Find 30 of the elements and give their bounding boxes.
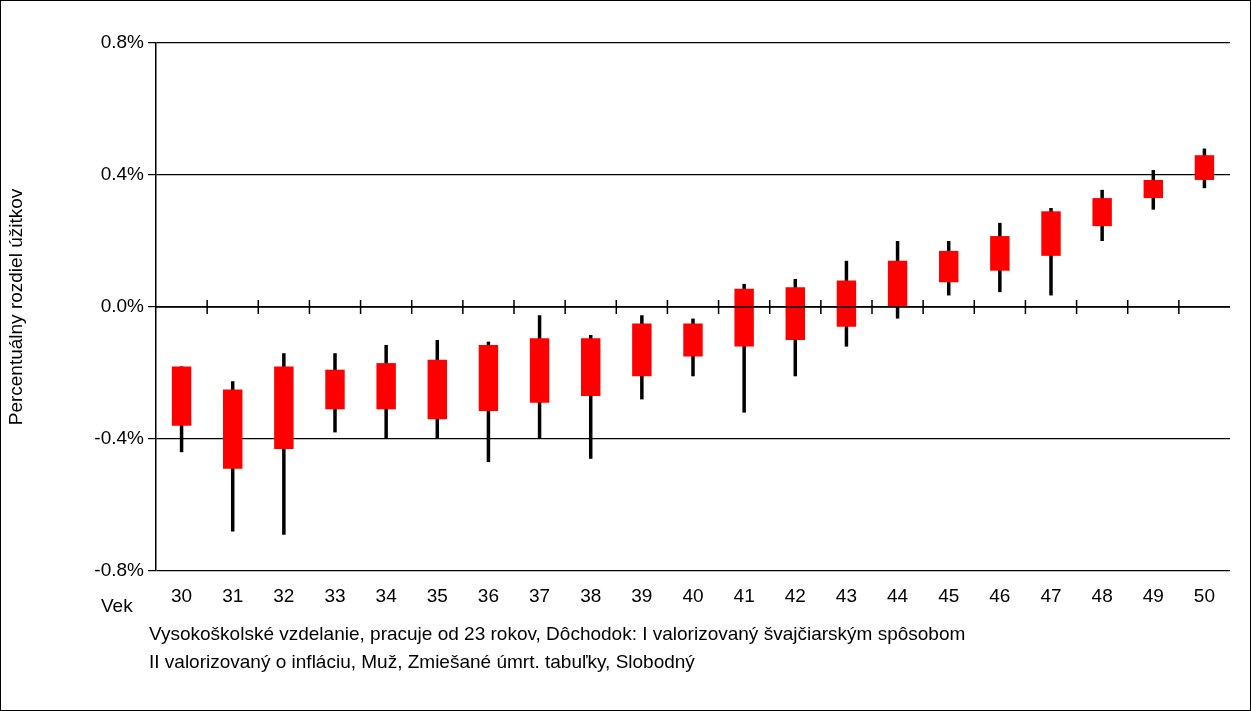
x-tick-label: 48 (1091, 584, 1113, 606)
x-tick-label: 46 (989, 584, 1011, 606)
y-tick-label: 0.0% (100, 295, 145, 317)
x-tick-label: 35 (426, 584, 448, 606)
text: Vysokoškolské vzdelanie, pracuje od 23 rokov, Dôchodok: I valorizovaný švajčiarským spôsobom (149, 623, 966, 645)
x-tick-label: 34 (375, 584, 398, 606)
x-tick-label: 32 (273, 584, 295, 606)
x-tick-label: 47 (1040, 584, 1062, 606)
x-tick-label: 50 (1193, 584, 1215, 606)
y-tick-label: -0.4% (94, 427, 145, 449)
x-tick-label: 45 (938, 584, 960, 606)
y-tick-label: 0.8% (100, 31, 145, 53)
x-tick-label: 36 (477, 584, 499, 606)
x-tick-label: 39 (631, 584, 653, 606)
text: II valorizovaný o infláciu, Muž, Zmiešané úmrt. tabuľky, Slobodný (149, 651, 695, 673)
y-axis-title: Percentuálny rozdiel úžitkov (4, 188, 26, 426)
x-tick-label: 49 (1142, 584, 1164, 606)
x-tick-label: 31 (222, 584, 244, 606)
x-tick-label: 41 (733, 584, 755, 606)
x-tick-label: 42 (784, 584, 806, 606)
x-tick-label: 38 (580, 584, 602, 606)
x-tick-label: 43 (835, 584, 857, 606)
x-axis-title: Vek (101, 595, 133, 617)
x-tick-label: 33 (324, 584, 346, 606)
y-tick-label: -0.8% (94, 559, 145, 581)
y-tick-label: 0.4% (100, 163, 145, 185)
x-tick-label: 44 (887, 584, 909, 606)
x-tick-label: 40 (682, 584, 704, 606)
x-tick-label: 37 (529, 584, 551, 606)
x-tick-label: 30 (171, 584, 193, 606)
